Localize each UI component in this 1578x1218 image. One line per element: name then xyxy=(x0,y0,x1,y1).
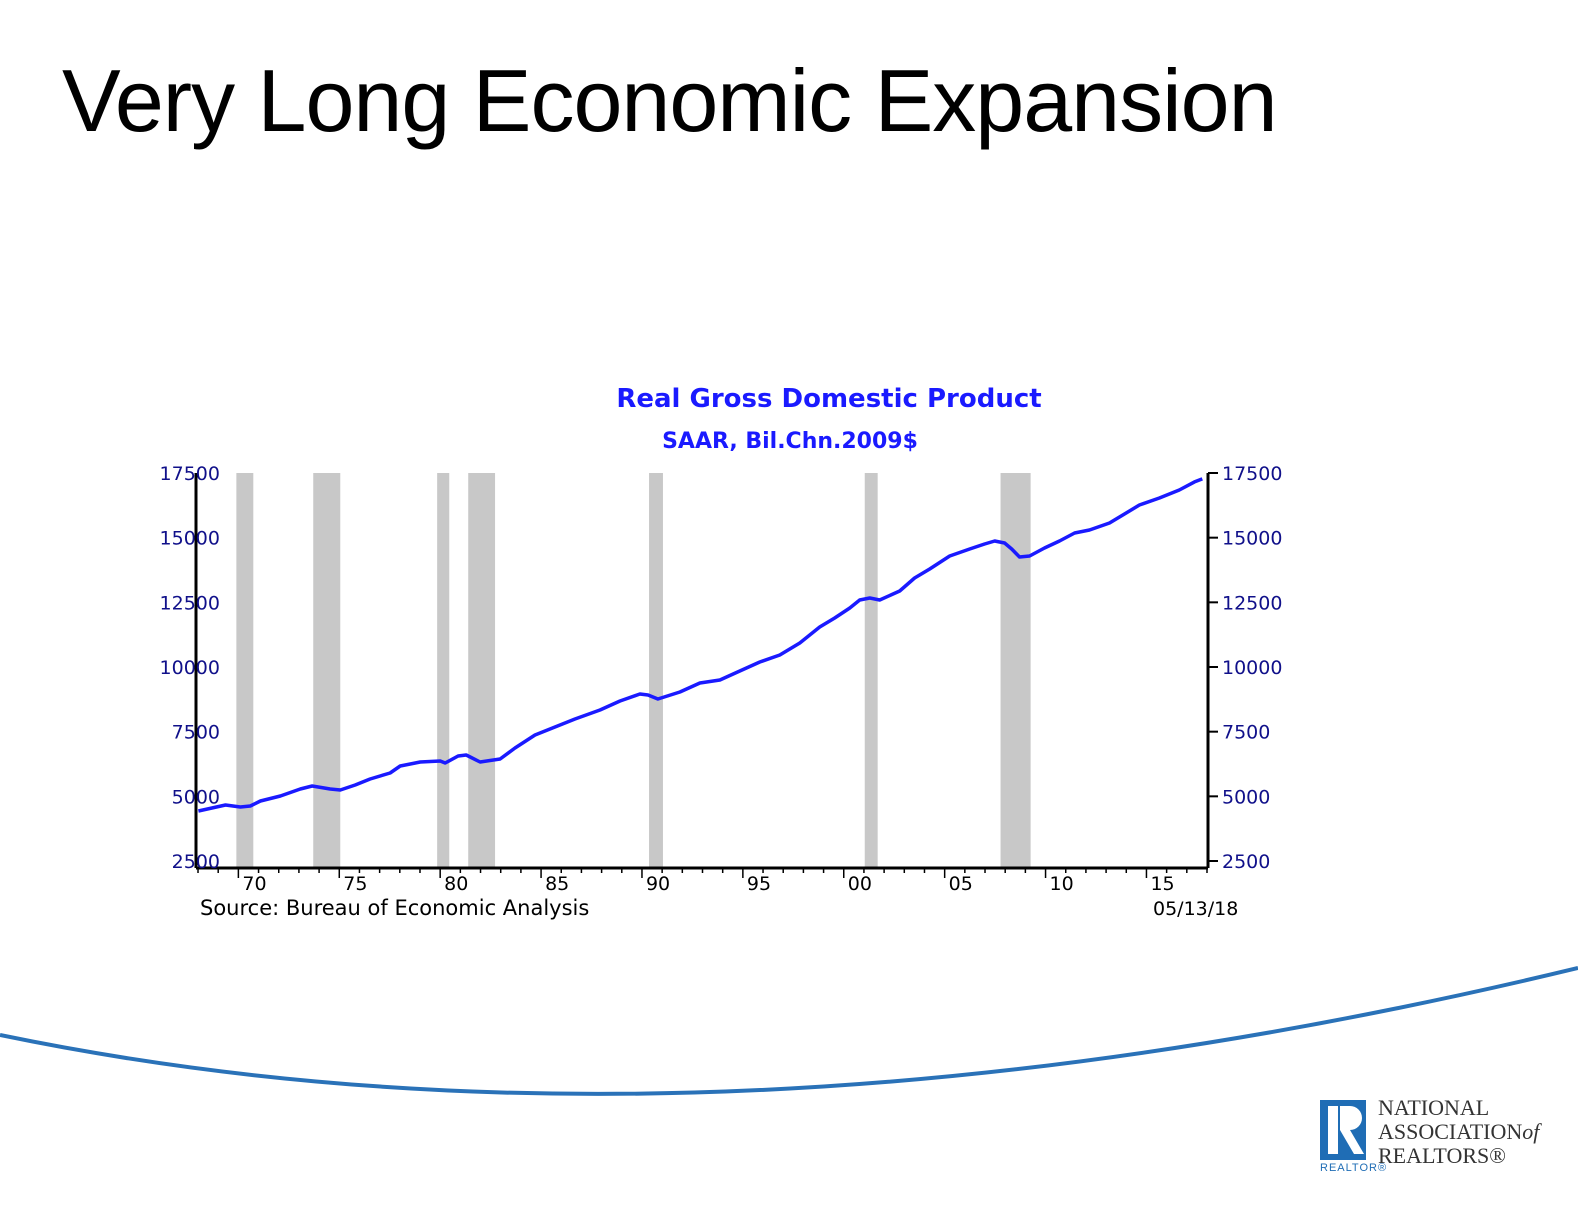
decorative-curve xyxy=(0,966,1578,1096)
y-tick-label-right: 12500 xyxy=(1222,592,1282,614)
x-tick-label: 95 xyxy=(747,873,771,895)
y-tick-label-right: 2500 xyxy=(1222,851,1270,873)
source-note: Source: Bureau of Economic Analysis xyxy=(200,896,589,920)
x-tick-label: 05 xyxy=(949,873,973,895)
x-tick-label: 70 xyxy=(242,873,266,895)
y-tick-label-left: 10000 xyxy=(160,657,220,679)
logo-line-3: REALTORS® xyxy=(1378,1143,1506,1168)
nar-logo: REALTOR® NATIONAL ASSOCIATIONof REALTORS… xyxy=(1320,1096,1550,1186)
x-tick-label: 15 xyxy=(1150,873,1174,895)
realtor-mark-text: REALTOR® xyxy=(1320,1162,1388,1174)
x-tick-label: 85 xyxy=(545,873,569,895)
recession-band xyxy=(649,473,663,868)
chart-title: Real Gross Domestic Product xyxy=(616,384,1041,414)
date-stamp: 05/13/18 xyxy=(1153,898,1238,920)
y-tick-label-right: 7500 xyxy=(1222,722,1270,744)
y-tick-label-left: 12500 xyxy=(160,592,220,614)
recession-band xyxy=(437,473,450,868)
x-tick-label: 90 xyxy=(646,873,670,895)
y-tick-label-left: 15000 xyxy=(160,528,220,550)
recession-band xyxy=(468,473,496,868)
y-tick-label-right: 15000 xyxy=(1222,528,1282,550)
y-tick-label-right: 17500 xyxy=(1222,463,1282,485)
x-tick-label: 80 xyxy=(444,873,468,895)
series-line-real-gdp xyxy=(198,477,1203,813)
logo-line-2: ASSOCIATION xyxy=(1378,1119,1523,1144)
realtor-r-mark-icon xyxy=(1320,1100,1366,1160)
chart-subtitle: SAAR, Bil.Chn.2009$ xyxy=(662,429,918,454)
y-tick-label-right: 5000 xyxy=(1222,786,1270,808)
recession-band xyxy=(236,473,254,868)
y-tick-label-left: 7500 xyxy=(172,722,220,744)
y-tick-label-left: 5000 xyxy=(172,786,220,808)
x-tick-label: 00 xyxy=(848,873,872,895)
logo-line-2-suffix: of xyxy=(1522,1119,1540,1144)
y-tick-label-left: 17500 xyxy=(160,463,220,485)
y-tick-label-right: 10000 xyxy=(1222,657,1282,679)
recession-band xyxy=(1000,473,1031,868)
x-tick-label: 10 xyxy=(1050,873,1074,895)
slide-title: Very Long Economic Expansion xyxy=(62,51,1278,150)
x-tick-label: 75 xyxy=(343,873,367,895)
recession-band xyxy=(313,473,341,868)
recession-band xyxy=(864,473,878,868)
y-tick-label-left: 2500 xyxy=(172,851,220,873)
logo-line-1: NATIONAL xyxy=(1378,1095,1490,1120)
